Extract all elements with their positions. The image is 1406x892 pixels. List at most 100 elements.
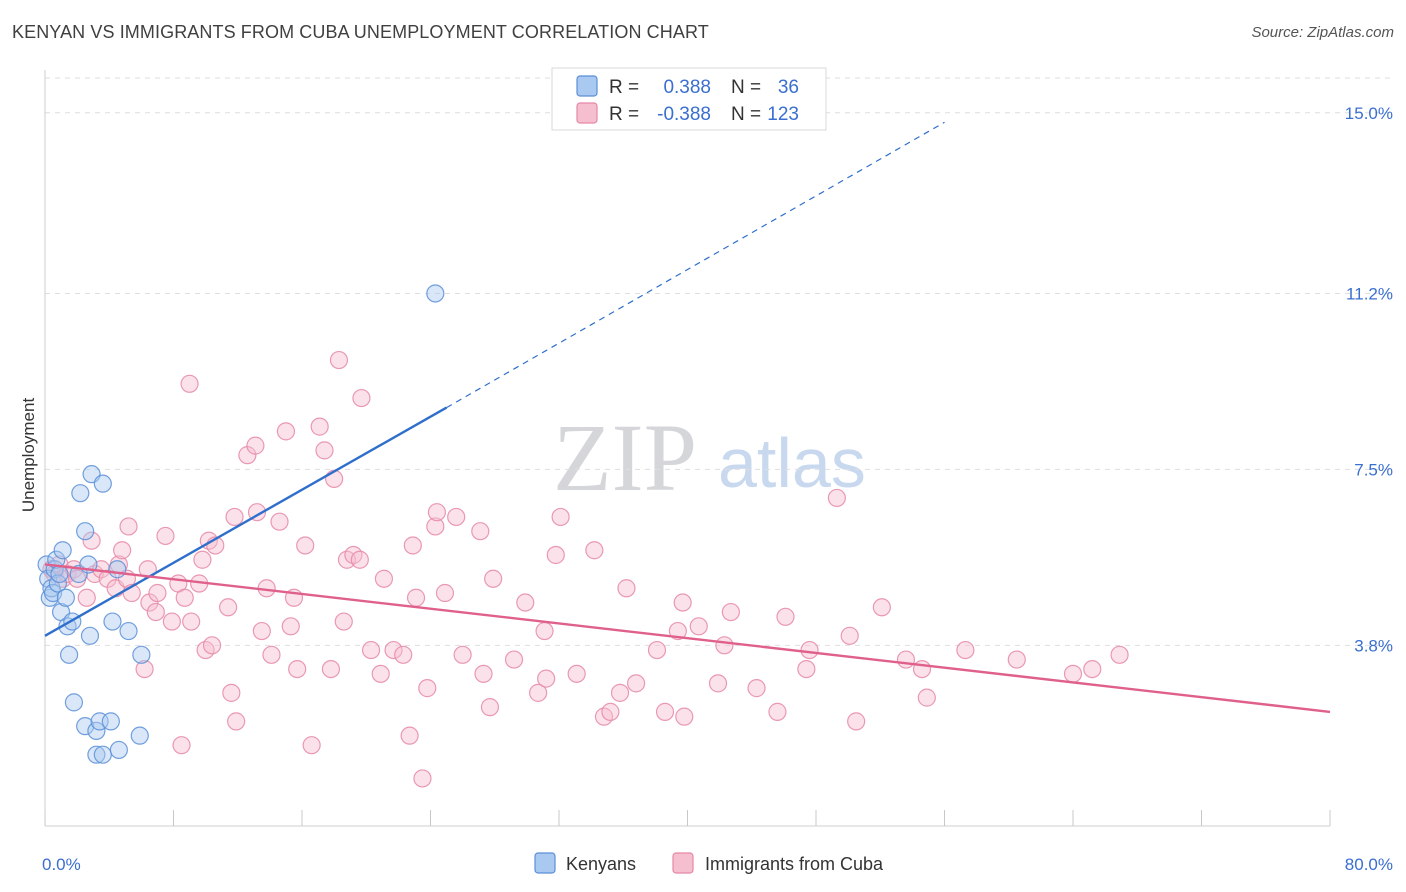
y-axis-title: Unemployment	[19, 398, 38, 513]
cuba-point	[329, 350, 349, 370]
kenyan-point	[93, 474, 112, 493]
watermark-atlas: atlas	[718, 424, 866, 502]
series-kenyans-points	[37, 284, 445, 764]
cuba-point	[800, 640, 819, 660]
cuba-point	[567, 664, 586, 683]
cuba-point	[302, 736, 321, 755]
legend-r-label-cuba: R =	[609, 104, 639, 125]
kenyan-point	[130, 726, 149, 745]
kenyan-point	[87, 745, 106, 764]
legend-swatch-cuba	[576, 102, 598, 124]
cuba-point	[956, 640, 975, 660]
cuba-point	[172, 736, 191, 755]
cuba-point	[400, 726, 419, 745]
axes	[44, 70, 1331, 827]
cuba-point	[453, 645, 472, 664]
cuba-point	[148, 583, 167, 603]
bottom-legend: Kenyans Immigrants from Cuba	[534, 852, 884, 874]
cuba-point	[585, 541, 604, 560]
cuba-point	[225, 507, 244, 527]
cuba-point	[202, 636, 222, 655]
cuba-point	[162, 612, 181, 631]
cuba-point	[262, 645, 281, 664]
cuba-point	[480, 698, 500, 717]
cuba-point	[403, 536, 422, 555]
cuba-point	[371, 664, 390, 683]
kenyan-point	[426, 284, 445, 303]
cuba-point	[776, 607, 795, 626]
source-label: Source: ZipAtlas.com	[1251, 24, 1394, 41]
kenyan-point	[47, 550, 66, 569]
cuba-point	[288, 659, 307, 679]
kenyan-point	[48, 574, 67, 593]
cuba-point	[384, 640, 403, 660]
cuba-point	[673, 593, 692, 612]
cuba-point	[537, 669, 556, 688]
cuba-point	[768, 702, 787, 721]
cuba-point	[222, 683, 241, 702]
cuba-point	[689, 617, 708, 636]
kenyan-point	[109, 740, 128, 760]
cuba-point	[227, 712, 246, 731]
trend-line-kenyans	[44, 406, 448, 637]
cuba-point	[471, 522, 490, 541]
kenyan-point	[132, 645, 151, 664]
cuba-point	[426, 517, 445, 536]
cuba-point	[827, 488, 846, 508]
cuba-point	[721, 602, 740, 622]
cuba-point	[252, 621, 271, 641]
cuba-point	[1110, 645, 1129, 664]
cuba-point	[617, 579, 636, 598]
cuba-point	[219, 598, 238, 617]
kenyan-point	[39, 569, 58, 588]
series-cuba-points	[42, 350, 1129, 788]
x-tick-label-max: 80.0%	[1345, 855, 1393, 874]
cuba-point	[529, 683, 548, 702]
kenyan-point	[59, 645, 79, 664]
cuba-point	[474, 664, 493, 683]
cuba-point	[246, 436, 265, 455]
cuba-point	[315, 441, 334, 460]
cuba-point	[296, 536, 315, 555]
cuba-point	[182, 612, 201, 631]
legend-r-label-kenyans: R =	[609, 77, 639, 98]
cuba-point	[406, 588, 426, 607]
cuba-point	[747, 679, 766, 698]
cuba-point	[352, 388, 371, 408]
cuba-point	[1063, 664, 1083, 683]
cuba-point	[146, 602, 165, 622]
kenyan-point	[119, 621, 138, 641]
cuba-point	[655, 702, 675, 721]
cuba-point	[1007, 650, 1026, 669]
watermark-zip: ZIP	[553, 404, 697, 511]
bottom-legend-kenyans: Kenyans	[566, 854, 636, 874]
kenyan-point	[53, 541, 72, 560]
kenyan-point	[101, 712, 120, 731]
trend-line-cuba	[44, 563, 1331, 714]
cuba-point	[321, 659, 341, 679]
cuba-point	[912, 659, 932, 679]
kenyan-point	[50, 564, 69, 584]
legend-n-value-kenyans: 36	[778, 77, 799, 98]
cuba-point	[394, 645, 413, 664]
kenyan-point	[93, 745, 112, 764]
cuba-point	[626, 674, 646, 693]
kenyan-point	[56, 588, 75, 607]
cuba-point	[840, 626, 859, 645]
cuba-point	[135, 659, 154, 679]
kenyan-point	[64, 693, 84, 712]
cuba-point	[896, 650, 916, 669]
cuba-point	[82, 531, 101, 550]
cuba-point	[435, 583, 455, 603]
cuba-point	[797, 659, 816, 679]
cuba-point	[112, 541, 132, 560]
cuba-point	[427, 503, 447, 522]
kenyan-point	[76, 717, 95, 736]
cuba-point	[413, 769, 432, 788]
cuba-point	[77, 588, 96, 607]
bottom-legend-cuba: Immigrants from Cuba	[705, 854, 884, 874]
cuba-point	[708, 674, 728, 693]
cuba-point	[675, 707, 694, 726]
cuba-point	[180, 374, 199, 393]
trend-lines	[44, 121, 1331, 714]
